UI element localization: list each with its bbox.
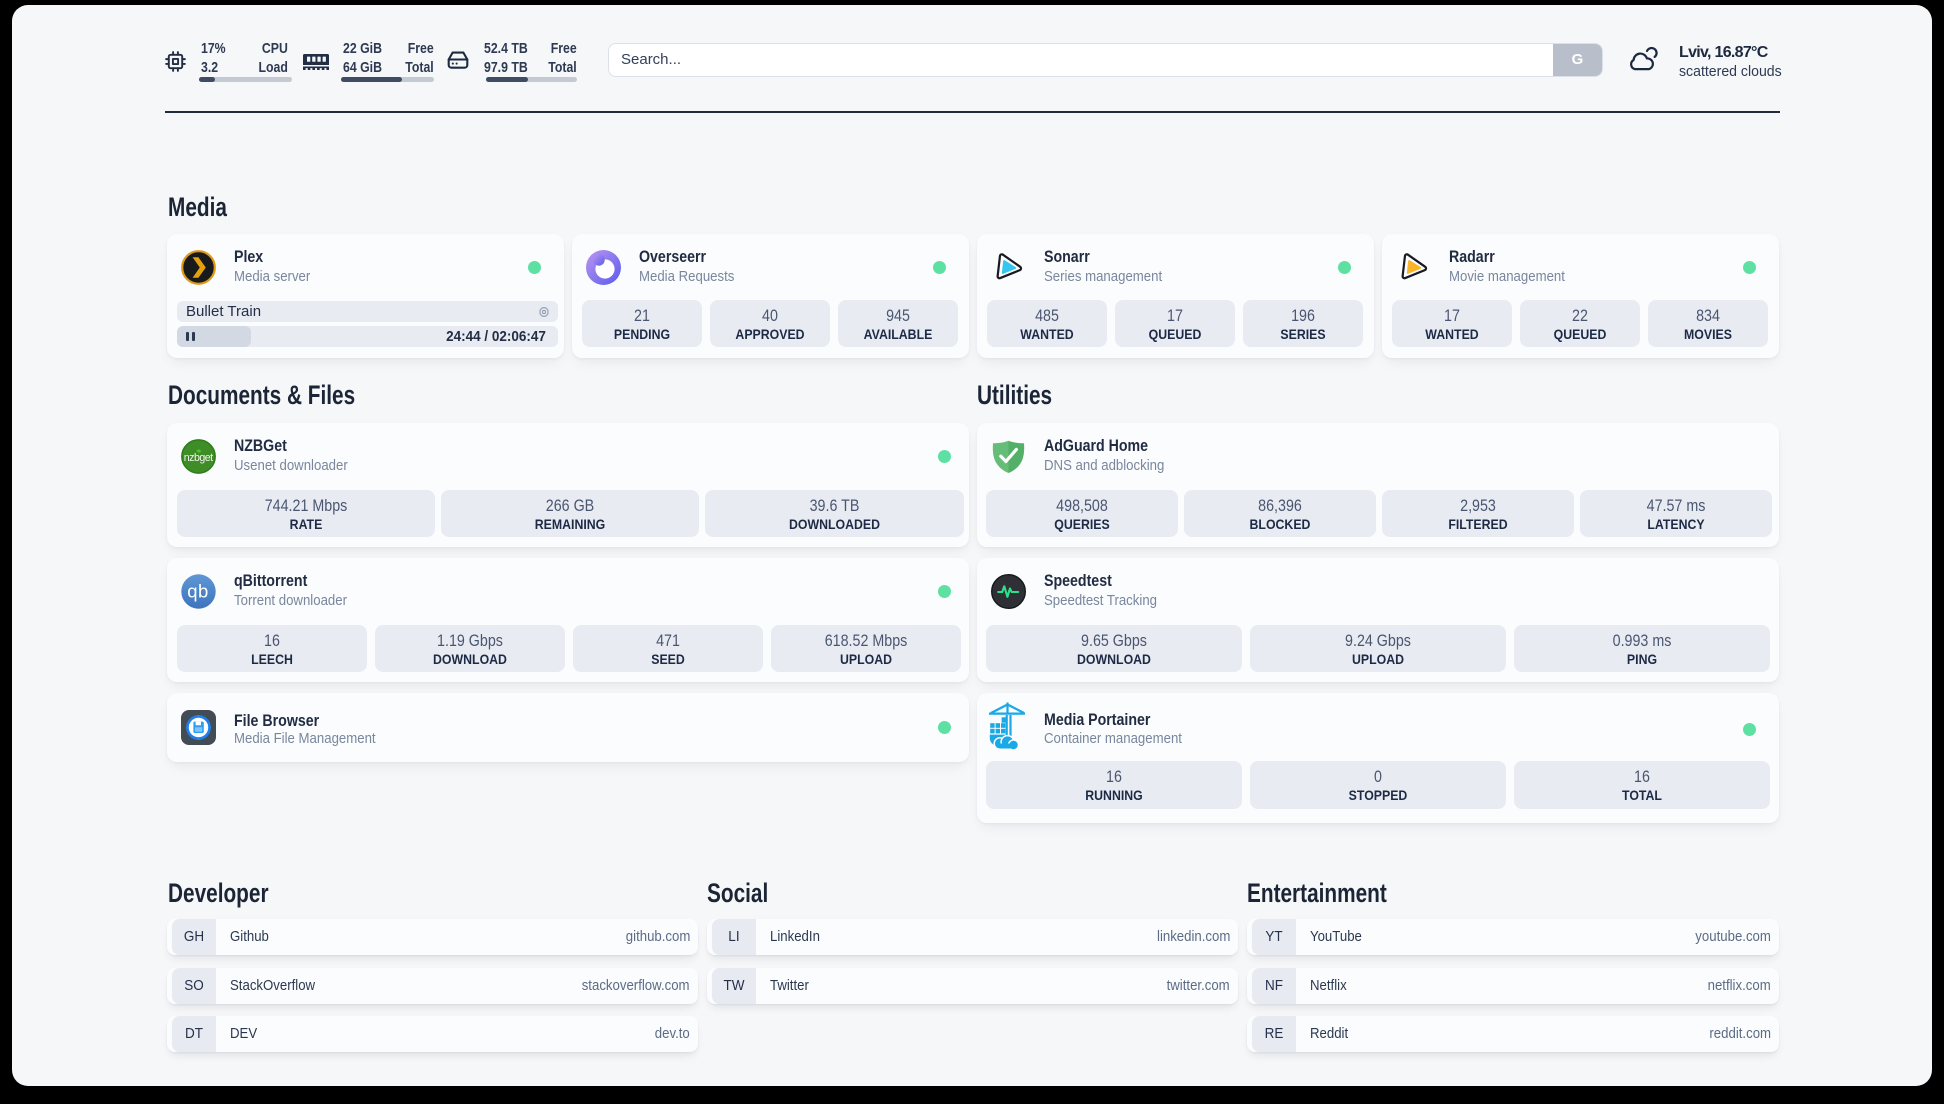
svg-text:qb: qb bbox=[187, 581, 208, 602]
svg-text:nzbget: nzbget bbox=[184, 452, 213, 464]
